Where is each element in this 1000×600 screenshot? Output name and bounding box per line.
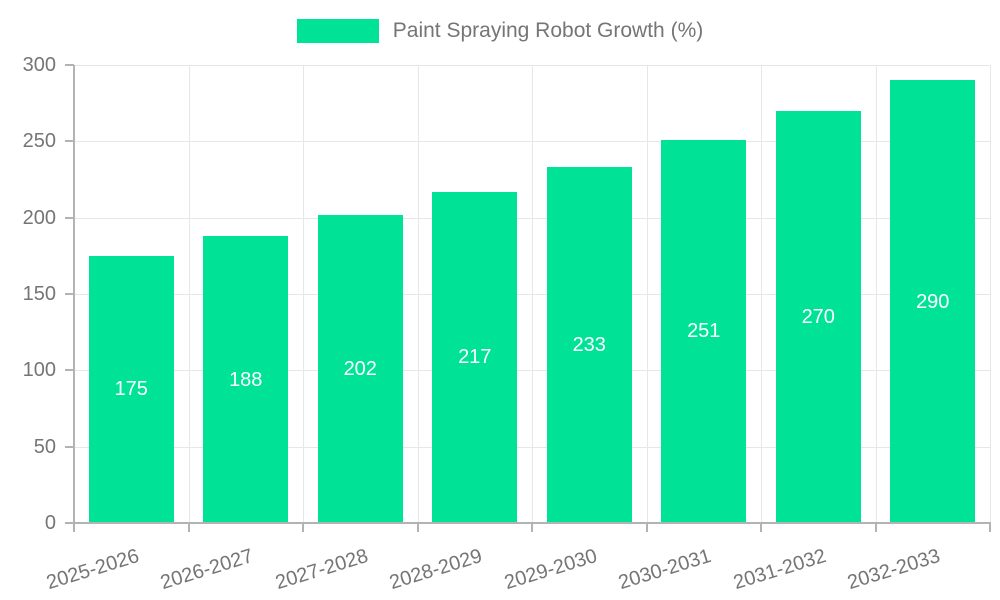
y-axis-line [73, 65, 75, 531]
x-tick [302, 523, 304, 532]
y-tick [65, 369, 74, 372]
bar-2029-2030[interactable]: 233 [546, 167, 632, 523]
y-tick [65, 293, 74, 295]
y-tick-label: 200 [22, 206, 56, 229]
v-gridline [303, 65, 304, 523]
v-gridline [532, 65, 533, 523]
y-tick [65, 64, 74, 66]
v-gridline [188, 65, 190, 523]
bar-value-label: 270 [801, 305, 835, 328]
x-tick-label: 2028-2029 [386, 545, 485, 595]
x-tick [531, 523, 533, 532]
bar-2031-2032[interactable]: 270 [775, 110, 861, 523]
x-tick [416, 523, 419, 532]
x-tick-label: 2031-2032 [730, 545, 829, 595]
y-tick [65, 522, 74, 524]
v-gridline [990, 65, 991, 523]
y-tick-label: 100 [22, 359, 56, 382]
v-gridline [761, 65, 762, 523]
bar-value-label: 188 [229, 368, 263, 391]
v-gridline [875, 65, 877, 523]
x-tick [645, 523, 648, 532]
bar-value-label: 251 [687, 320, 721, 343]
bar-2028-2029[interactable]: 217 [432, 191, 518, 523]
legend-label: Paint Spraying Robot Growth (%) [392, 19, 704, 42]
bar-value-label: 290 [916, 290, 950, 313]
bar-2025-2026[interactable]: 175 [88, 255, 174, 523]
x-tick-label: 2026-2027 [157, 545, 256, 595]
y-tick-label: 50 [33, 435, 56, 458]
y-tick-label: 150 [22, 283, 56, 305]
bar-2026-2027[interactable]: 188 [203, 236, 289, 523]
legend-item[interactable]: Paint Spraying Robot Growth (%) [0, 16, 1000, 46]
x-tick [760, 523, 762, 532]
x-tick [989, 523, 991, 532]
legend-swatch-icon [296, 19, 379, 43]
bar-value-label: 233 [572, 334, 606, 357]
bar-value-label: 175 [114, 378, 148, 401]
plot-area: 175 188 202 217 233 251 270 290 [74, 65, 991, 523]
y-tick-label: 0 [44, 512, 56, 534]
x-tick [187, 523, 190, 532]
x-tick-label: 2030-2031 [615, 545, 714, 595]
bar-2030-2031[interactable]: 251 [661, 139, 747, 523]
bar-value-label: 217 [458, 346, 492, 369]
y-tick [65, 140, 74, 143]
x-tick-label: 2027-2028 [272, 545, 371, 595]
y-tick [65, 445, 74, 448]
y-tick-label: 250 [22, 130, 56, 153]
bar-2027-2028[interactable]: 202 [317, 214, 403, 523]
bar-value-label: 202 [343, 357, 377, 380]
x-tick-label: 2032-2033 [844, 545, 943, 595]
bar-2032-2033[interactable]: 290 [890, 80, 976, 523]
x-tick-label: 2025-2026 [43, 545, 142, 595]
y-tick [65, 216, 74, 219]
y-tick-label: 300 [22, 54, 56, 76]
v-gridline [417, 65, 419, 523]
x-tick [73, 523, 75, 532]
v-gridline [646, 65, 648, 523]
x-tick [874, 523, 877, 532]
x-tick-label: 2029-2030 [501, 545, 600, 595]
